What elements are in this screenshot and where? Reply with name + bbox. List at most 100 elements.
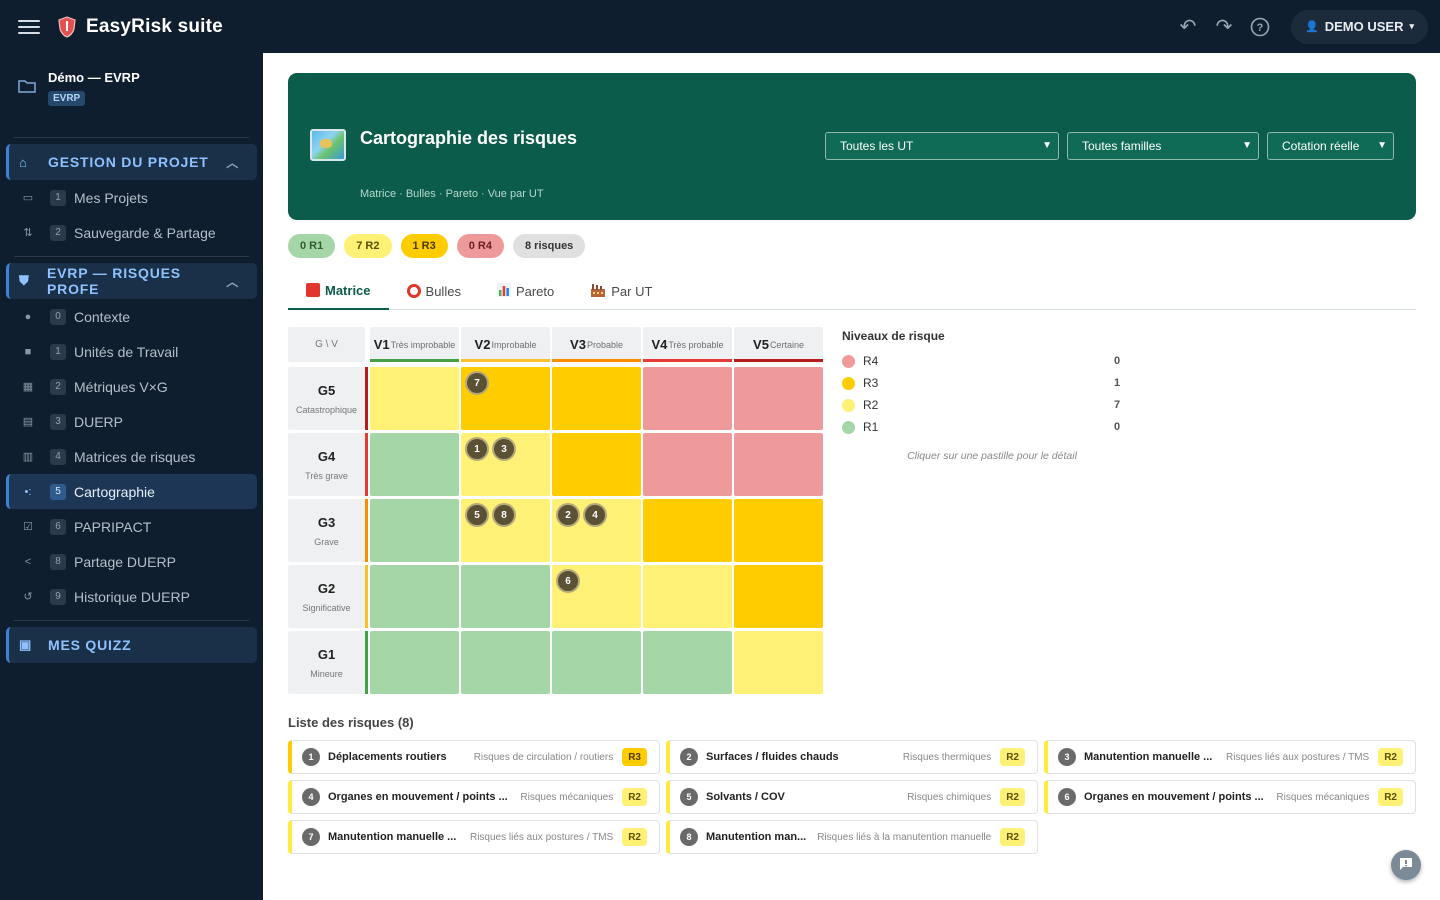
project-name: Démo — EVRP [48, 70, 140, 85]
pill-total: 8 risques [513, 234, 586, 258]
r4-swatch [842, 354, 855, 368]
risk-family: Risques thermiques [902, 751, 992, 763]
filter-cotation-select[interactable]: Cotation réelle ▼ [1267, 132, 1394, 160]
risk-card[interactable]: 1 Déplacements routiers Risques de circula… [288, 740, 660, 774]
column-code: V2 [474, 337, 491, 352]
sidebar-item-partage-duerp[interactable]: < 8 Partage DUERP [6, 544, 257, 579]
risk-family: Risques chimiques [907, 791, 992, 803]
risk-level-badge: R2 [622, 788, 647, 806]
matrix-row-header-g4: G4 Très grave [288, 433, 368, 496]
risk-dot[interactable]: 5 [465, 503, 489, 527]
row-code: G1 [317, 646, 336, 662]
top-app-bar: EasyRisk suite ↶ ↷ ? 👤 DEMO USER ▾ [0, 0, 1440, 53]
current-project[interactable]: Démo — EVRP EVRP [0, 53, 263, 137]
risk-number: 5 [680, 788, 698, 806]
help-icon[interactable]: ? [1247, 14, 1273, 40]
tab-label: Pareto [515, 283, 555, 299]
sidebar-item-duerp[interactable]: ▤ 3 DUERP [6, 404, 257, 439]
column-color-bar [461, 359, 550, 362]
matrix-row-header-g1: G1 Mineure [288, 631, 368, 694]
tab-pareto[interactable]: Pareto [479, 272, 572, 310]
matrix-cell-g1-v1 [370, 631, 459, 694]
column-label: Improbable [491, 339, 537, 350]
risk-level-badge: R2 [1000, 748, 1025, 766]
sidebar-item-historique[interactable]: ↺ 9 Historique DUERP [6, 579, 257, 614]
risk-number: 4 [302, 788, 320, 806]
sidebar-item-matrices[interactable]: ▥ 4 Matrices de risques [6, 439, 257, 474]
table-icon: ▤ [22, 416, 34, 428]
undo-icon[interactable]: ↶ [1179, 16, 1197, 38]
redo-icon[interactable]: ↷ [1215, 16, 1233, 38]
tab-bulles[interactable]: Bulles [389, 272, 479, 310]
risk-card[interactable]: 3 Manutention manuelle ... Risques liés au… [1044, 740, 1416, 774]
risk-dot[interactable]: 2 [556, 503, 580, 527]
risk-card[interactable]: 4 Organes en mouvement / points ... Risque… [288, 780, 660, 814]
risk-family: Risques liés aux postures / TMS [469, 831, 614, 843]
column-color-bar [370, 359, 459, 362]
filter-ut-select[interactable]: Toutes les UT ▼ [825, 132, 1059, 160]
risk-name: Organes en mouvement / points ... [1084, 791, 1264, 803]
legend-label: R2 [863, 398, 879, 412]
legend-count: 1 [1114, 377, 1121, 389]
matrix-cell-g5-v3 [552, 367, 641, 430]
tab-matrice[interactable]: Matrice [288, 272, 389, 310]
sidebar-item-contexte[interactable]: ● 0 Contexte [6, 299, 257, 334]
item-number: 1 [50, 189, 66, 206]
chat-feedback-button[interactable] [1391, 850, 1421, 880]
filter-family-select[interactable]: Toutes familles ▼ [1067, 132, 1259, 160]
section-mes-quizz[interactable]: ▣ MES QUIZZ [6, 627, 257, 663]
risk-dot[interactable]: 8 [492, 503, 516, 527]
risk-card[interactable]: 5 Solvants / COV Risques chimiques R2 [666, 780, 1038, 814]
column-label: Très probable [668, 339, 724, 350]
risk-number: 1 [302, 748, 320, 766]
legend-count: 0 [1114, 421, 1121, 433]
sidebar-item-cartographie[interactable]: •: 5 Cartographie [6, 474, 257, 509]
risk-card[interactable]: 8 Manutention man... Risques liés à la man… [666, 820, 1038, 854]
risk-dot[interactable]: 6 [556, 569, 580, 593]
red-square-icon [306, 282, 320, 298]
view-tabs: Matrice Bulles Pareto Par UT [288, 272, 1416, 310]
risk-family: Risques mécaniques [520, 791, 614, 803]
risk-level-badge: R2 [1000, 788, 1025, 806]
matrix-corner-label: G \ V [288, 327, 365, 362]
tab-par-ut[interactable]: Par UT [572, 272, 670, 310]
menu-icon[interactable] [18, 19, 40, 34]
row-code: G5 [317, 382, 336, 398]
risk-dot[interactable]: 3 [492, 437, 516, 461]
shield-icon: ⛊ [19, 273, 30, 288]
chevron-up-icon: ︿ [226, 274, 239, 289]
sidebar-item-unites-travail[interactable]: ■ 1 Unités de Travail [6, 334, 257, 369]
sidebar-item-label: Cartographie [74, 483, 155, 500]
sidebar-item-papripact[interactable]: ☑ 6 PAPRIPACT [6, 509, 257, 544]
risk-card[interactable]: 2 Surfaces / fluides chauds Risques thermi… [666, 740, 1038, 774]
divider [14, 620, 249, 621]
section-gestion-projet[interactable]: ⌂ GESTION DU PROJET ︿ [6, 144, 257, 180]
sidebar-item-mes-projets[interactable]: ▭ 1 Mes Projets [6, 180, 257, 215]
user-menu-button[interactable]: 👤 DEMO USER ▾ [1291, 9, 1428, 44]
risk-level-badge: R2 [1378, 748, 1403, 766]
matrix-column-header-v5: V5 Certaine [734, 327, 823, 362]
risk-card[interactable]: 7 Manutention manuelle ... Risques liés au… [288, 820, 660, 854]
sidebar-item-metriques[interactable]: ▦ 2 Métriques V×G [6, 369, 257, 404]
risk-dot[interactable]: 4 [583, 503, 607, 527]
section-evrp[interactable]: ⛊ EVRP — RISQUES PROFE ︿ [6, 263, 257, 299]
info-icon: ● [24, 310, 32, 323]
matrix-cell-g1-v4 [643, 631, 732, 694]
legend-label: R4 [863, 354, 879, 368]
bubble-icon: •: [24, 485, 32, 498]
risk-count-pills: 0 R1 7 R2 1 R3 0 R4 8 risques [288, 234, 586, 258]
risk-dot[interactable]: 7 [465, 371, 489, 395]
sidebar-item-sauvegarde[interactable]: ⇅ 2 Sauvegarde & Partage [6, 215, 257, 250]
column-code: V1 [373, 337, 390, 352]
divider [14, 137, 249, 138]
risk-card[interactable]: 6 Organes en mouvement / points ... Risque… [1044, 780, 1416, 814]
sidebar-item-label: Matrices de risques [74, 448, 196, 465]
row-label: Très grave [305, 470, 348, 481]
matrix-cell-g1-v3 [552, 631, 641, 694]
risk-name: Solvants / COV [706, 791, 785, 803]
item-number: 0 [50, 308, 66, 325]
risk-dot[interactable]: 1 [465, 437, 489, 461]
chevron-up-icon: ︿ [226, 155, 239, 170]
legend-item-r1: R1 0 [842, 416, 1142, 438]
